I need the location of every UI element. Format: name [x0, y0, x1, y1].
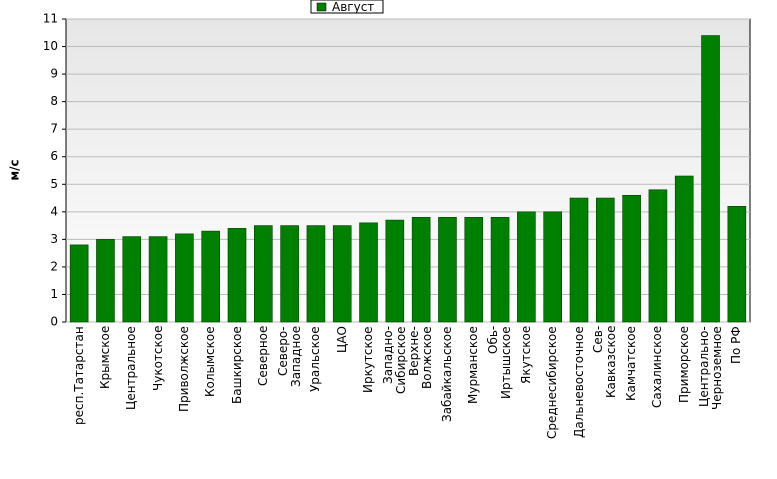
y-tick-label: 9	[50, 67, 58, 81]
x-tick-label: Сев- Кавказское	[591, 326, 619, 399]
bar	[280, 225, 299, 323]
bar	[490, 217, 510, 323]
y-tick-label: 10	[43, 39, 58, 53]
x-tick-label: По РФ	[729, 326, 744, 364]
legend-box	[310, 0, 384, 14]
bar	[96, 239, 115, 323]
x-tick-label: Северное	[255, 326, 270, 387]
bar	[254, 225, 273, 323]
bar	[464, 217, 484, 323]
bar	[359, 222, 378, 323]
y-tick-label: 11	[43, 12, 58, 26]
x-tick-label: ЦАО	[334, 326, 349, 353]
bar	[648, 189, 668, 323]
bar	[411, 217, 431, 323]
bar	[385, 219, 405, 323]
x-tick-label: Центральное	[124, 326, 139, 410]
bar	[674, 175, 694, 323]
y-tick-label: 4	[50, 204, 58, 218]
x-tick-label: Дальневосточное	[571, 326, 586, 438]
y-tick-label: 6	[50, 149, 58, 163]
x-tick-label: Крымское	[97, 326, 112, 390]
y-tick-label: 5	[50, 177, 58, 191]
x-tick-label: Чукотское	[150, 326, 165, 392]
x-tick-label: Среднесибирское	[545, 326, 560, 439]
y-axis-label: м/с	[8, 159, 22, 180]
x-tick-label: Западно- Сибирское	[380, 326, 408, 394]
y-tick-label: 8	[50, 94, 58, 108]
bar	[69, 244, 89, 323]
bar	[569, 197, 589, 323]
x-tick-label: Сахалинское	[650, 326, 665, 409]
x-tick-label: Уральское	[308, 326, 323, 392]
bar	[148, 236, 168, 323]
x-tick-label: Якутское	[518, 326, 533, 385]
x-tick-label: Северо- Западное	[275, 326, 303, 388]
x-tick-label: Мурманское	[466, 326, 481, 404]
bar	[332, 225, 352, 323]
x-tick-label: Колымское	[203, 326, 218, 397]
bar	[122, 236, 142, 323]
x-tick-label: Приморское	[676, 326, 691, 404]
bar	[622, 194, 641, 323]
bar	[727, 206, 747, 323]
legend-label: Август	[332, 0, 374, 14]
y-tick-label: 2	[50, 259, 58, 273]
bar	[227, 228, 247, 323]
bar	[543, 211, 562, 323]
y-tick-label: 1	[50, 287, 58, 301]
bar	[306, 225, 326, 323]
y-tick-label: 0	[50, 315, 58, 329]
bar	[701, 35, 720, 323]
plot-area	[65, 18, 751, 323]
x-tick-label: Башкирское	[229, 326, 244, 404]
x-tick-label: Забайкальское	[439, 326, 454, 422]
y-tick-label: 7	[50, 122, 58, 136]
x-tick-label: Обь- Иртышское	[486, 326, 514, 399]
bar	[175, 233, 194, 323]
legend-swatch	[316, 2, 327, 12]
x-tick-label: Приволжское	[176, 326, 191, 412]
y-tick-label: 3	[50, 232, 58, 246]
bar	[438, 217, 457, 323]
x-tick-label: Иркутское	[361, 326, 376, 393]
x-tick-label: Центрально- Черноземное	[696, 326, 724, 410]
bar	[517, 211, 536, 323]
bar	[596, 197, 615, 323]
x-tick-label: Верхне- Волжское	[407, 326, 435, 389]
bar	[201, 230, 220, 323]
x-tick-label: респ.Татарстан	[71, 326, 86, 425]
x-tick-label: Камчатское	[624, 326, 639, 401]
